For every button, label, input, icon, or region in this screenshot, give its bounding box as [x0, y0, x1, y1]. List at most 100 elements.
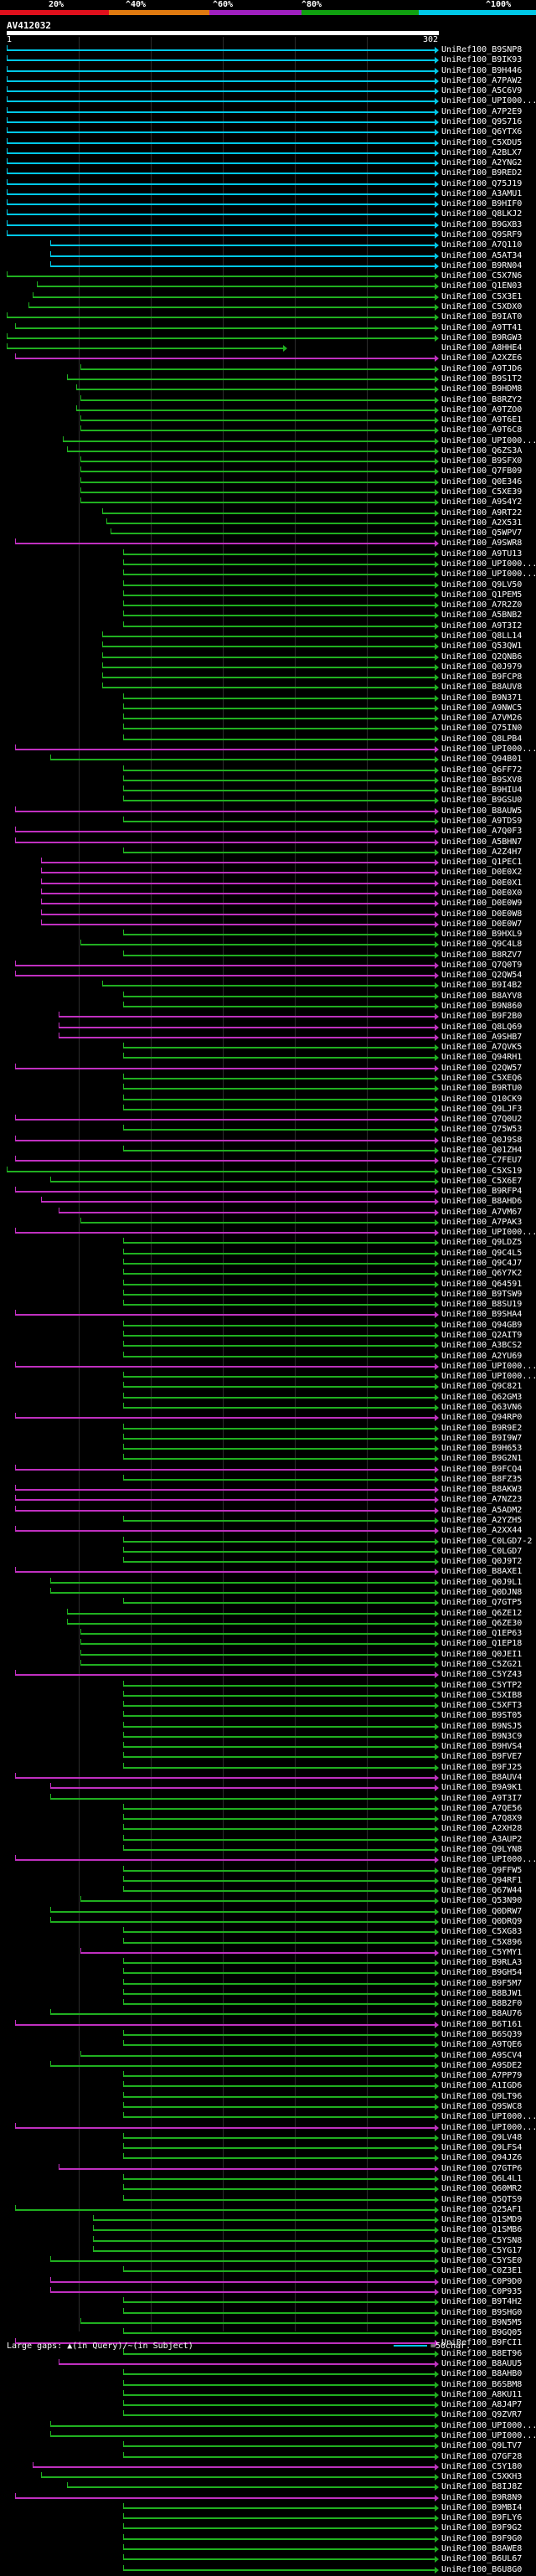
hit-row[interactable]: UniRef100_A7PAK3 — [0, 1217, 536, 1229]
hit-bar[interactable] — [15, 1414, 439, 1422]
hit-label[interactable]: UniRef100_UPI000... — [441, 435, 536, 446]
hit-label[interactable]: UniRef100_Q9C4J7 — [441, 1259, 523, 1269]
hit-label[interactable]: UniRef100_Q0DRQ9 — [441, 1916, 523, 1926]
hit-label[interactable]: UniRef100_C5YSE0 — [441, 2256, 523, 2266]
hit-bar[interactable] — [49, 2011, 440, 2018]
hit-row[interactable]: UniRef100_Q9LTV7 — [0, 2441, 536, 2452]
hit-bar[interactable] — [106, 519, 440, 527]
hit-label[interactable]: UniRef100_Q75W53 — [441, 1125, 523, 1135]
hit-bar[interactable] — [123, 1260, 439, 1268]
hit-label[interactable]: UniRef100_Q8LPB4 — [441, 734, 523, 744]
hit-bar[interactable] — [93, 2217, 439, 2224]
hit-row[interactable]: UniRef100_A9RT22 — [0, 507, 536, 519]
hit-row[interactable]: UniRef100_B9GH54 — [0, 1968, 536, 1979]
hit-bar[interactable] — [41, 900, 439, 908]
hit-row[interactable]: UniRef100_Q2QW57 — [0, 1063, 536, 1074]
hit-bar[interactable] — [123, 1249, 439, 1257]
hit-bar[interactable] — [123, 1383, 439, 1391]
hit-row[interactable]: UniRef100_B9RGW3 — [0, 332, 536, 344]
hit-row[interactable]: UniRef100_Q63VN6 — [0, 1402, 536, 1414]
hit-label[interactable]: UniRef100_D0E0W8 — [441, 909, 523, 919]
hit-row[interactable]: UniRef100_B9IAT0 — [0, 312, 536, 323]
hit-label[interactable]: UniRef100_A7PP79 — [441, 2071, 523, 2081]
hit-label[interactable]: UniRef100_B8AUW5 — [441, 806, 523, 816]
hit-row[interactable]: UniRef100_A2Z4H7 — [0, 847, 536, 858]
hit-row[interactable]: UniRef100_A9SWR8 — [0, 538, 536, 549]
hit-row[interactable]: UniRef100_Q6L4L1 — [0, 2173, 536, 2185]
hit-bar[interactable] — [123, 2073, 439, 2080]
hit-row[interactable]: UniRef100_Q1PEC1 — [0, 858, 536, 868]
hit-bar[interactable] — [123, 1321, 439, 1329]
hit-label[interactable]: UniRef100_C5Y180 — [441, 2461, 523, 2471]
hit-bar[interactable] — [123, 1877, 439, 1884]
hit-bar[interactable] — [15, 1188, 439, 1196]
hit-row[interactable]: UniRef100_B9HIF0 — [0, 199, 536, 210]
hit-label[interactable]: UniRef100_C5X6E7 — [441, 1176, 523, 1186]
hit-bar[interactable] — [80, 489, 440, 497]
hit-bar[interactable] — [15, 1497, 439, 1504]
hit-row[interactable]: UniRef100_B9SHG0 — [0, 2307, 536, 2319]
hit-label[interactable]: UniRef100_B9GH54 — [441, 1968, 523, 1978]
hit-label[interactable]: UniRef100_A9TQE6 — [441, 2040, 523, 2050]
hit-bar[interactable] — [7, 211, 439, 219]
hit-label[interactable]: UniRef100_Q0J9T2 — [441, 1557, 523, 1567]
hit-bar[interactable] — [123, 1394, 439, 1401]
hit-label[interactable]: UniRef100_A9TDS9 — [441, 817, 523, 826]
hit-row[interactable]: UniRef100_B9R8N9 — [0, 2492, 536, 2504]
hit-bar[interactable] — [123, 992, 439, 1000]
hit-label[interactable]: UniRef100_B8FZ35 — [441, 1474, 523, 1484]
hit-row[interactable]: UniRef100_Q7FB09 — [0, 466, 536, 477]
hit-label[interactable]: UniRef100_A9SCV4 — [441, 2050, 523, 2060]
hit-label[interactable]: UniRef100_B9F5M7 — [441, 1978, 523, 1988]
hit-label[interactable]: UniRef100_Q1PEM5 — [441, 590, 523, 600]
hit-row[interactable]: UniRef100_Q6ZS3A — [0, 446, 536, 457]
hit-row[interactable]: UniRef100_A7QE56 — [0, 1803, 536, 1815]
hit-row[interactable]: UniRef100_B9SXV8 — [0, 775, 536, 786]
hit-label[interactable]: UniRef100_A9S4Y2 — [441, 497, 523, 507]
hit-bar[interactable] — [93, 2227, 439, 2234]
hit-row[interactable]: UniRef100_Q8LL14 — [0, 631, 536, 642]
hit-label[interactable]: UniRef100_Q8LQ69 — [441, 1022, 523, 1032]
hit-row[interactable]: UniRef100_B9FLY6 — [0, 2513, 536, 2524]
hit-label[interactable]: UniRef100_C5XDX0 — [441, 302, 523, 312]
hit-row[interactable]: UniRef100_Q6YTX6 — [0, 127, 536, 138]
hit-label[interactable]: UniRef100_A5AT34 — [441, 250, 523, 260]
hit-bar[interactable] — [49, 252, 440, 260]
hit-row[interactable]: UniRef100_B6U8G0 — [0, 2564, 536, 2576]
hit-bar[interactable] — [123, 1301, 439, 1309]
hit-row[interactable]: UniRef100_Q9LJF3 — [0, 1104, 536, 1115]
hit-row[interactable]: UniRef100_B9F2B0 — [0, 1012, 536, 1023]
hit-label[interactable]: UniRef100_A9SHB7 — [441, 1032, 523, 1042]
hit-label[interactable]: UniRef100_Q5WPV7 — [441, 528, 523, 538]
hit-label[interactable]: UniRef100_B6SBM8 — [441, 2379, 523, 2389]
hit-bar[interactable] — [123, 797, 439, 805]
hit-row[interactable]: UniRef100_Q1SMB6 — [0, 2225, 536, 2236]
hit-row[interactable]: UniRef100_Q1EP18 — [0, 1639, 536, 1650]
hit-row[interactable]: UniRef100_C0Z3E1 — [0, 2266, 536, 2277]
hit-label[interactable]: UniRef100_A9SDE2 — [441, 2060, 523, 2070]
hit-row[interactable]: UniRef100_UPI000... — [0, 744, 536, 755]
hit-bar[interactable] — [123, 1095, 439, 1103]
hit-row[interactable]: UniRef100_B9RFP4 — [0, 1187, 536, 1198]
hit-bar[interactable] — [41, 2474, 439, 2481]
hit-row[interactable]: UniRef100_UPI000... — [0, 1361, 536, 1373]
hit-label[interactable]: UniRef100_A7VM26 — [441, 714, 523, 724]
hit-label[interactable]: UniRef100_B8AWE8 — [441, 2544, 523, 2554]
hit-row[interactable]: UniRef100_Q53QW1 — [0, 641, 536, 652]
hit-label[interactable]: UniRef100_A3BCS2 — [441, 1341, 523, 1351]
hit-bar[interactable] — [123, 1990, 439, 1997]
hit-bar[interactable] — [41, 1198, 439, 1206]
hit-bar[interactable] — [15, 1229, 439, 1237]
hit-label[interactable]: UniRef100_A3AUP2 — [441, 1834, 523, 1844]
hit-bar[interactable] — [123, 1703, 439, 1710]
hit-bar[interactable] — [123, 1723, 439, 1730]
hit-label[interactable]: UniRef100_B8B2F0 — [441, 1999, 523, 2009]
hit-label[interactable]: UniRef100_A7Q110 — [441, 240, 523, 250]
hit-row[interactable]: UniRef100_Q5QTS9 — [0, 2194, 536, 2206]
hit-row[interactable]: UniRef100_Q7GTP5 — [0, 1598, 536, 1609]
hit-label[interactable]: UniRef100_B6SQ39 — [441, 2030, 523, 2040]
hit-label[interactable]: UniRef100_B9IK93 — [441, 55, 523, 65]
hit-bar[interactable] — [80, 2052, 440, 2059]
hit-label[interactable]: UniRef100_C0P935 — [441, 2287, 523, 2297]
hit-bar[interactable] — [101, 643, 440, 651]
